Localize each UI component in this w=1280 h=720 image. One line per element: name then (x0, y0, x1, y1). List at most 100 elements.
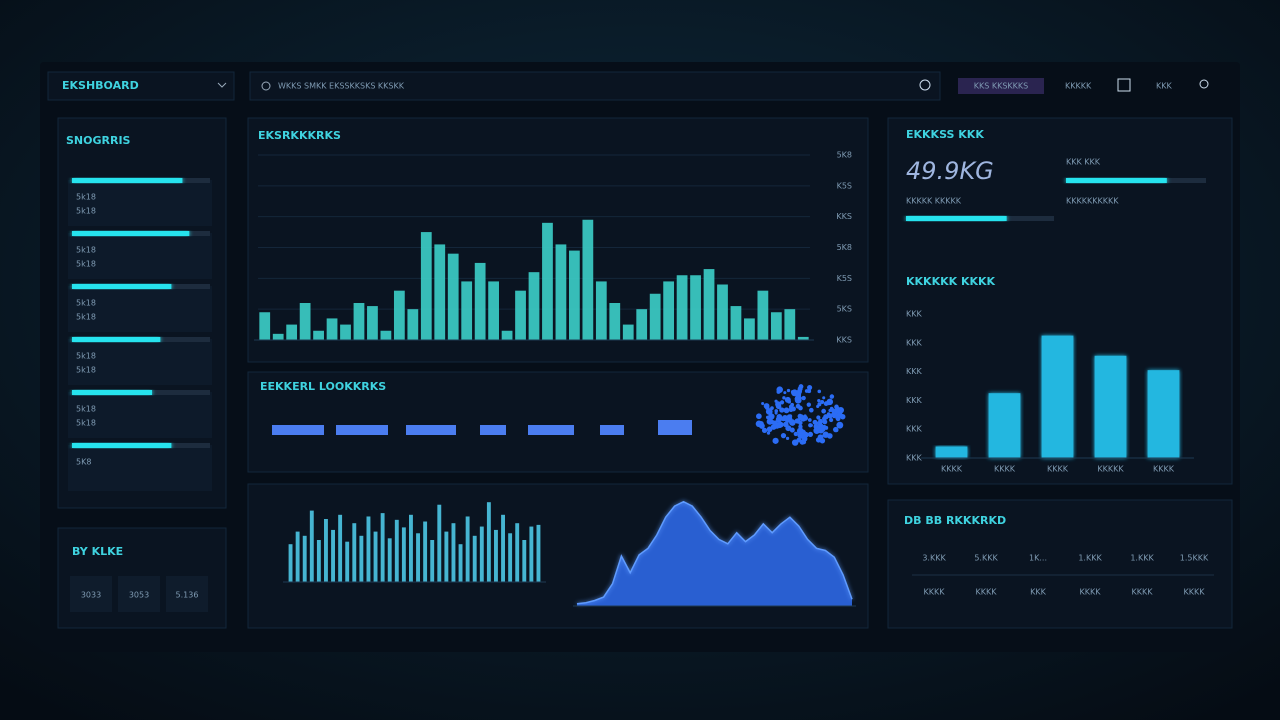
progress-bar (72, 284, 172, 289)
progress-bar (906, 216, 1007, 221)
table-cell: KKK (1030, 588, 1046, 597)
brand-box (47, 71, 235, 101)
y-tick-label: 5KS (837, 305, 852, 314)
filter-button-label[interactable]: 3033 (81, 591, 101, 600)
cluster-dot (768, 413, 774, 419)
middle-panel (247, 371, 869, 473)
filter-button-label[interactable]: 3053 (129, 591, 149, 600)
bar (326, 318, 338, 340)
bar (536, 524, 541, 582)
bar (1041, 335, 1074, 458)
bar (649, 293, 661, 340)
cluster-dot (822, 431, 829, 438)
nav-link[interactable]: KKK (1156, 82, 1172, 91)
kpi-side-label: KKK KKK (1066, 158, 1101, 167)
bar (582, 219, 594, 340)
cluster-dot (802, 436, 808, 442)
bar (472, 535, 477, 582)
table-cell: 5.KKK (974, 554, 998, 563)
badge-box[interactable] (958, 78, 1044, 94)
filter-title: BY KLKE (72, 545, 123, 558)
bar (316, 540, 321, 582)
sidebar-card (68, 233, 212, 279)
bar (288, 544, 293, 582)
cluster-dot (783, 407, 790, 414)
cluster-dot (829, 417, 834, 423)
search-bar[interactable] (249, 71, 941, 101)
bar (313, 330, 324, 340)
brand: EKSHBOARD (62, 79, 139, 92)
cluster-dot (759, 421, 763, 425)
bar (501, 330, 513, 340)
progress-bar (72, 337, 161, 342)
sidebar-card (68, 392, 212, 438)
bar (744, 318, 755, 340)
sidebar-label: 5k18 (76, 207, 96, 216)
cluster-dot (798, 384, 804, 389)
bar (299, 303, 311, 340)
cluster-dot (829, 394, 835, 399)
cluster-dot (836, 421, 844, 429)
table-cell: 1.5KKK (1180, 554, 1209, 563)
progress-bar (72, 178, 183, 183)
bar (529, 526, 534, 582)
filter-button[interactable] (118, 576, 160, 612)
x-tick-label: KKKK (1047, 465, 1069, 474)
search-icon[interactable] (919, 79, 931, 91)
cluster-dot (784, 396, 791, 403)
cluster-dot (817, 389, 822, 394)
table-cell: 3.KKK (922, 554, 946, 563)
filter-button-label[interactable]: 5.136 (176, 591, 199, 600)
cluster-dot (786, 388, 791, 393)
cluster-dot (766, 418, 774, 425)
sidebar-label: 5k18 (76, 193, 96, 202)
chart-title: EKSRKKKRKS (258, 129, 341, 142)
kpi-caption: KKKKK KKKKK (906, 197, 962, 206)
bar (555, 244, 567, 340)
cluster-dot (785, 436, 790, 440)
progress-bar (72, 390, 153, 395)
y-tick-label: KKS (836, 212, 852, 221)
grid-icon[interactable] (1117, 78, 1131, 92)
sidebar-card (68, 180, 212, 226)
y-tick-label: KKK (906, 396, 922, 405)
bar (401, 527, 406, 582)
cluster-dot (794, 418, 799, 423)
bar (420, 232, 432, 340)
bar (501, 514, 505, 582)
bar (286, 324, 298, 340)
user-icon[interactable] (1199, 79, 1209, 89)
chevron[interactable] (217, 82, 227, 88)
progress-bar (1066, 178, 1167, 183)
cluster-dot (785, 415, 793, 423)
cluster (755, 384, 846, 446)
cluster-dot (766, 431, 771, 435)
middle-glyphs (272, 420, 692, 435)
filter-button[interactable] (166, 576, 208, 612)
nav-link[interactable]: KKKKK (1065, 82, 1092, 91)
bar (353, 303, 365, 340)
bar (515, 290, 526, 340)
sidebar-card (68, 286, 212, 332)
cluster-dot (817, 402, 822, 407)
search-dot (261, 81, 271, 91)
cluster-dot (761, 427, 768, 434)
cluster-dot (827, 413, 833, 419)
table-cell: KKKK (976, 588, 998, 597)
bar (508, 533, 513, 582)
cluster-dot (834, 406, 842, 414)
cluster-dot (829, 406, 834, 411)
bar (730, 306, 742, 340)
table-panel (887, 499, 1233, 629)
sidebar-label: 5K8 (76, 458, 91, 467)
bar (717, 284, 728, 340)
filter-button[interactable] (70, 576, 112, 612)
bar (416, 533, 420, 582)
y-tick-label: 5K8 (837, 243, 852, 252)
bar (515, 523, 520, 582)
table-cell: KKKK (1132, 588, 1154, 597)
progress-bar (72, 443, 172, 448)
middle-title: EEKKERL LOOKKRKS (260, 380, 386, 393)
badge[interactable]: KKS KKSKKKS (974, 82, 1029, 91)
